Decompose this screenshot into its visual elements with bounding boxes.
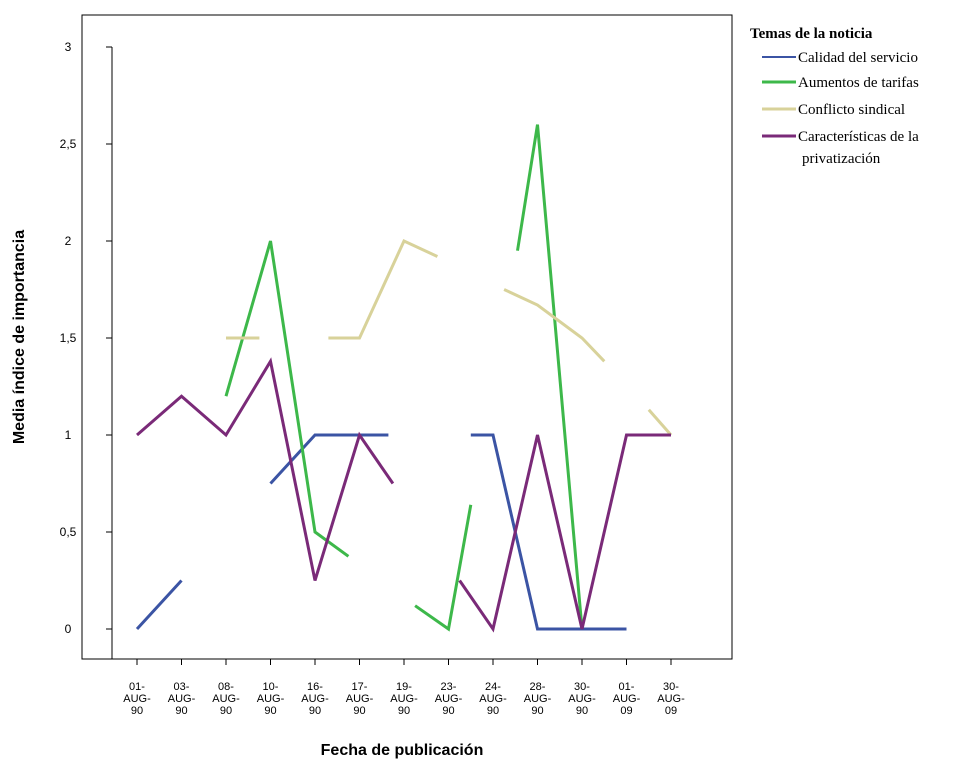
x-tick-label: 24-AUG-90	[479, 681, 507, 717]
x-tick-label: 16-AUG-90	[301, 681, 329, 717]
series-line-segment	[135, 579, 183, 631]
series-line-segment	[136, 357, 395, 581]
series-line	[226, 239, 673, 436]
series-line-segment	[647, 408, 673, 436]
y-tick-label: 0,5	[60, 525, 77, 539]
series-line-segment	[516, 124, 584, 630]
series-line-segment	[269, 433, 389, 485]
y-tick-label: 0	[65, 622, 72, 636]
x-tick-label: 17-AUG-90	[346, 681, 374, 717]
series-line-segment	[470, 433, 627, 631]
y-tick-label: 1,5	[60, 331, 77, 345]
x-tick-label: 01-AUG-09	[613, 681, 641, 717]
legend-entry: Características de la privatización	[762, 129, 919, 167]
legend-label: Aumentos de tarifas	[798, 75, 919, 91]
x-tick-label: 30-AUG-09	[657, 681, 685, 717]
x-tick-label: 08-AUG-90	[212, 681, 240, 717]
legend: Temas de la noticia Calidad del servicio…	[750, 26, 919, 167]
x-tick-label: 10-AUG-90	[257, 681, 285, 717]
x-tick-label: 01-AUG-90	[123, 681, 151, 717]
legend-entry: Conflicto sindical	[762, 102, 905, 118]
x-tick-label: 28-AUG-90	[524, 681, 552, 717]
legend-label: Conflicto sindical	[798, 102, 905, 118]
x-tick-label: 30-AUG-90	[568, 681, 596, 717]
series	[135, 124, 673, 633]
legend-entry: Aumentos de tarifas	[762, 75, 919, 91]
plot-frame	[81, 14, 733, 660]
x-ticks: 01-AUG-90 03-AUG-90 08-AUG-90 10-AUG-90 16-A…	[123, 659, 685, 717]
series-line-segment	[414, 504, 473, 632]
series-line	[135, 433, 627, 631]
y-tick-label: 1	[65, 428, 72, 442]
y-tick-label: 3	[65, 40, 72, 54]
series-line-segment	[328, 239, 439, 340]
x-tick-label: 19-AUG-90	[390, 681, 418, 717]
x-tick-label: 03-AUG-90	[168, 681, 196, 717]
y-axis-title: Media índice de importancia	[11, 230, 28, 444]
series-line	[224, 124, 584, 632]
y-tick-label: 2	[65, 234, 72, 248]
legend-label: Calidad del servicio	[798, 50, 918, 66]
y-ticks: 0 0,5 1 1,5 2 2,5 3	[60, 40, 112, 636]
legend-entry: Calidad del servicio	[762, 50, 918, 66]
legend-entries: Calidad del servicio Aumentos de tarifas C…	[762, 50, 919, 167]
legend-label: Características de la privatización	[798, 129, 919, 167]
series-line	[136, 357, 671, 633]
y-tick-label: 2,5	[60, 137, 77, 151]
series-line-segment	[503, 288, 606, 363]
axes: 0 0,5 1 1,5 2 2,5 3 01-AUG-90 03-AUG-90 08-AUG-9…	[60, 14, 733, 717]
series-line-segment	[224, 240, 350, 558]
legend-title: Temas de la noticia	[750, 26, 873, 42]
series-line-segment	[458, 433, 671, 633]
x-tick-label: 23-AUG-90	[435, 681, 463, 717]
x-axis-title: Fecha de publicación	[321, 742, 484, 759]
